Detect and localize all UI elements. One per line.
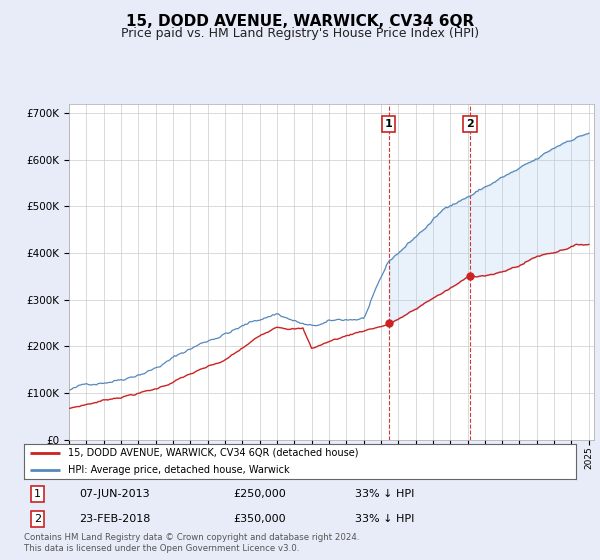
Text: Price paid vs. HM Land Registry's House Price Index (HPI): Price paid vs. HM Land Registry's House … — [121, 27, 479, 40]
Text: £350,000: £350,000 — [234, 514, 286, 524]
Text: 1: 1 — [385, 119, 392, 129]
Text: Contains HM Land Registry data © Crown copyright and database right 2024.
This d: Contains HM Land Registry data © Crown c… — [24, 533, 359, 553]
Text: 15, DODD AVENUE, WARWICK, CV34 6QR: 15, DODD AVENUE, WARWICK, CV34 6QR — [126, 14, 474, 29]
Text: 1: 1 — [34, 489, 41, 499]
Text: 2: 2 — [466, 119, 474, 129]
Text: 23-FEB-2018: 23-FEB-2018 — [79, 514, 151, 524]
Text: HPI: Average price, detached house, Warwick: HPI: Average price, detached house, Warw… — [68, 465, 290, 475]
Text: 2: 2 — [34, 514, 41, 524]
Text: 33% ↓ HPI: 33% ↓ HPI — [355, 514, 415, 524]
Text: 33% ↓ HPI: 33% ↓ HPI — [355, 489, 415, 499]
Text: £250,000: £250,000 — [234, 489, 287, 499]
Text: 07-JUN-2013: 07-JUN-2013 — [79, 489, 150, 499]
Text: 15, DODD AVENUE, WARWICK, CV34 6QR (detached house): 15, DODD AVENUE, WARWICK, CV34 6QR (deta… — [68, 448, 359, 458]
